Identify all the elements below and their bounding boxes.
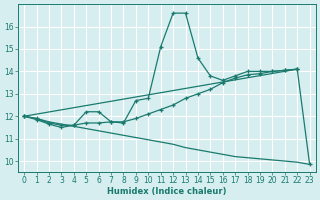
X-axis label: Humidex (Indice chaleur): Humidex (Indice chaleur) [107, 187, 227, 196]
